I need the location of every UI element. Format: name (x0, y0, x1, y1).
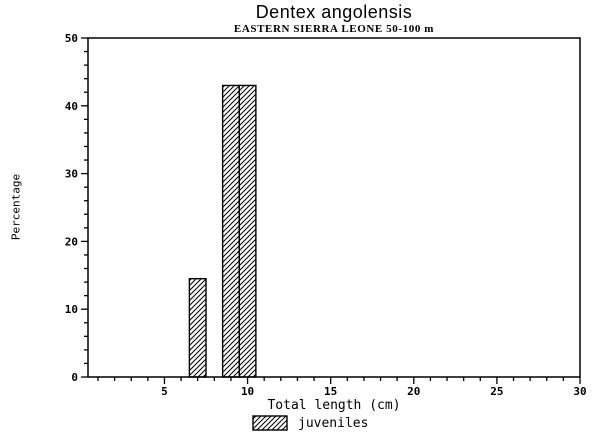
bars-group (188, 84, 257, 378)
x-tick-label: 25 (490, 385, 503, 398)
chart-title: Dentex angolensis (255, 2, 413, 22)
bar (221, 84, 240, 378)
y-tick-label: 0 (71, 371, 78, 384)
legend-swatch-hatch (252, 415, 288, 431)
chart-subtitle: EASTERN SIERRA LEONE 50-100 m (233, 23, 435, 35)
axis-tick-labels: 5 10 15 20 25 30 0 10 20 30 40 50 (65, 32, 587, 398)
x-tick-label: 20 (407, 385, 420, 398)
y-tick-label: 20 (65, 235, 78, 248)
bar (188, 277, 207, 378)
x-tick-label: 15 (324, 385, 337, 398)
legend-label: juveniles (298, 415, 369, 431)
axis-ticks (81, 37, 581, 384)
x-tick-label: 5 (161, 385, 168, 398)
y-tick-label: 10 (65, 303, 78, 316)
y-tick-label: 30 (65, 168, 78, 181)
plot-border (87, 37, 581, 378)
x-tick-label: 10 (241, 385, 254, 398)
y-tick-label: 50 (65, 32, 78, 45)
y-tick-label: 40 (65, 100, 78, 113)
x-axis-label: Total length (cm) (267, 398, 401, 413)
legend: juveniles (252, 415, 368, 431)
x-tick-label: 30 (573, 385, 586, 398)
bar (238, 84, 257, 378)
